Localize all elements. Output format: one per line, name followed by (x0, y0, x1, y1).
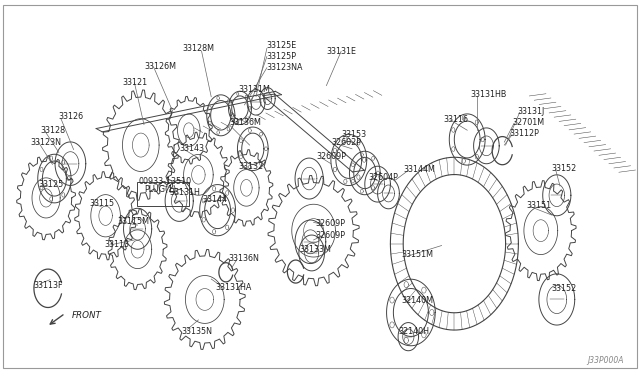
Text: 33113F: 33113F (33, 281, 63, 290)
Text: 33136M: 33136M (229, 118, 261, 127)
Text: 33125P: 33125P (267, 52, 297, 61)
Text: 33131H: 33131H (170, 188, 200, 197)
Text: J33P000A: J33P000A (588, 356, 624, 365)
Text: 33132: 33132 (239, 162, 264, 171)
Text: PLUG(1): PLUG(1) (144, 185, 176, 194)
Text: 33123NA: 33123NA (267, 63, 303, 72)
Text: 33131HB: 33131HB (470, 90, 507, 99)
Text: 33131J: 33131J (517, 107, 545, 116)
Text: 33115M: 33115M (117, 217, 149, 226)
Text: 33126M: 33126M (144, 62, 176, 71)
Text: 33151M: 33151M (401, 250, 433, 259)
Text: 32609P: 32609P (316, 231, 346, 240)
Text: 33121: 33121 (123, 78, 148, 87)
Text: 33151: 33151 (526, 201, 551, 210)
Text: 32609P: 32609P (317, 153, 347, 161)
Text: 33116: 33116 (444, 115, 468, 124)
Text: 33128M: 33128M (182, 44, 214, 53)
Text: 33153: 33153 (341, 130, 366, 139)
Text: 33144M: 33144M (403, 165, 435, 174)
Text: 33131HA: 33131HA (216, 283, 252, 292)
Text: 33131E: 33131E (326, 47, 356, 56)
Text: 33136N: 33136N (228, 254, 259, 263)
Text: 33133M: 33133M (300, 245, 332, 254)
Text: 33135N: 33135N (181, 327, 212, 336)
Text: 32604P: 32604P (368, 173, 398, 182)
Text: 32140H: 32140H (399, 327, 429, 336)
Text: 33152: 33152 (552, 284, 577, 293)
Text: 33123N: 33123N (30, 138, 61, 147)
Text: FRONT: FRONT (72, 311, 102, 320)
Text: 33112P: 33112P (509, 129, 540, 138)
Text: 32701M: 32701M (512, 118, 544, 127)
Text: 32609P: 32609P (316, 219, 346, 228)
Text: 33115: 33115 (90, 199, 115, 208)
Text: 33152: 33152 (552, 164, 577, 173)
Text: 32602P: 32602P (332, 138, 362, 147)
Text: 00933-13510: 00933-13510 (139, 177, 192, 186)
Text: 32140M: 32140M (402, 296, 434, 305)
Text: 33143: 33143 (179, 144, 204, 153)
Text: 33113: 33113 (104, 240, 129, 249)
Text: 33125: 33125 (38, 180, 63, 189)
Text: 33128: 33128 (40, 126, 65, 135)
Text: 33144: 33144 (203, 195, 228, 203)
Text: 33125E: 33125E (267, 41, 297, 50)
Text: 33131M: 33131M (238, 85, 270, 94)
Text: 33126: 33126 (59, 112, 84, 121)
